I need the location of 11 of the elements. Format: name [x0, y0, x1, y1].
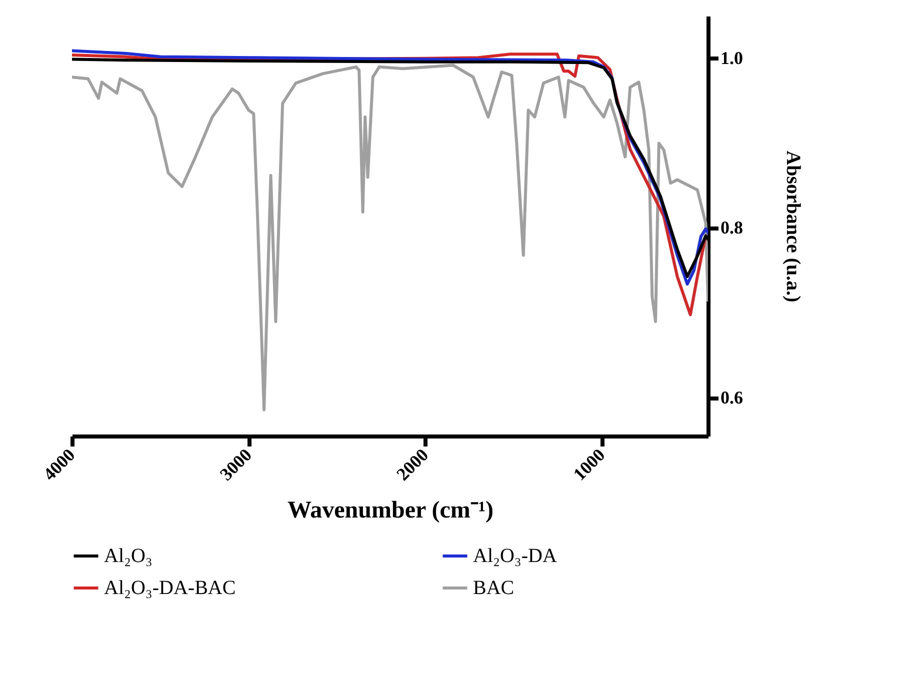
line-series [72, 64, 708, 412]
x-tick-label: 4000 [39, 444, 79, 484]
y-axis-title: Absorbance (u.a.) [782, 150, 804, 302]
x-axis-title: Wavenumber (cm⁻¹) [287, 497, 494, 524]
legend-label: BAC [473, 577, 514, 599]
legend-label: Al₂O₃-DA [473, 545, 558, 567]
legend-label: Al₂O₃ [104, 545, 152, 567]
legend-label: Al₂O₃-DA-BAC [104, 577, 236, 599]
y-tick-label: 0.8 [720, 218, 743, 238]
y-tick-label: 0.6 [720, 387, 743, 408]
y-tick-label: 1.0 [720, 48, 743, 68]
